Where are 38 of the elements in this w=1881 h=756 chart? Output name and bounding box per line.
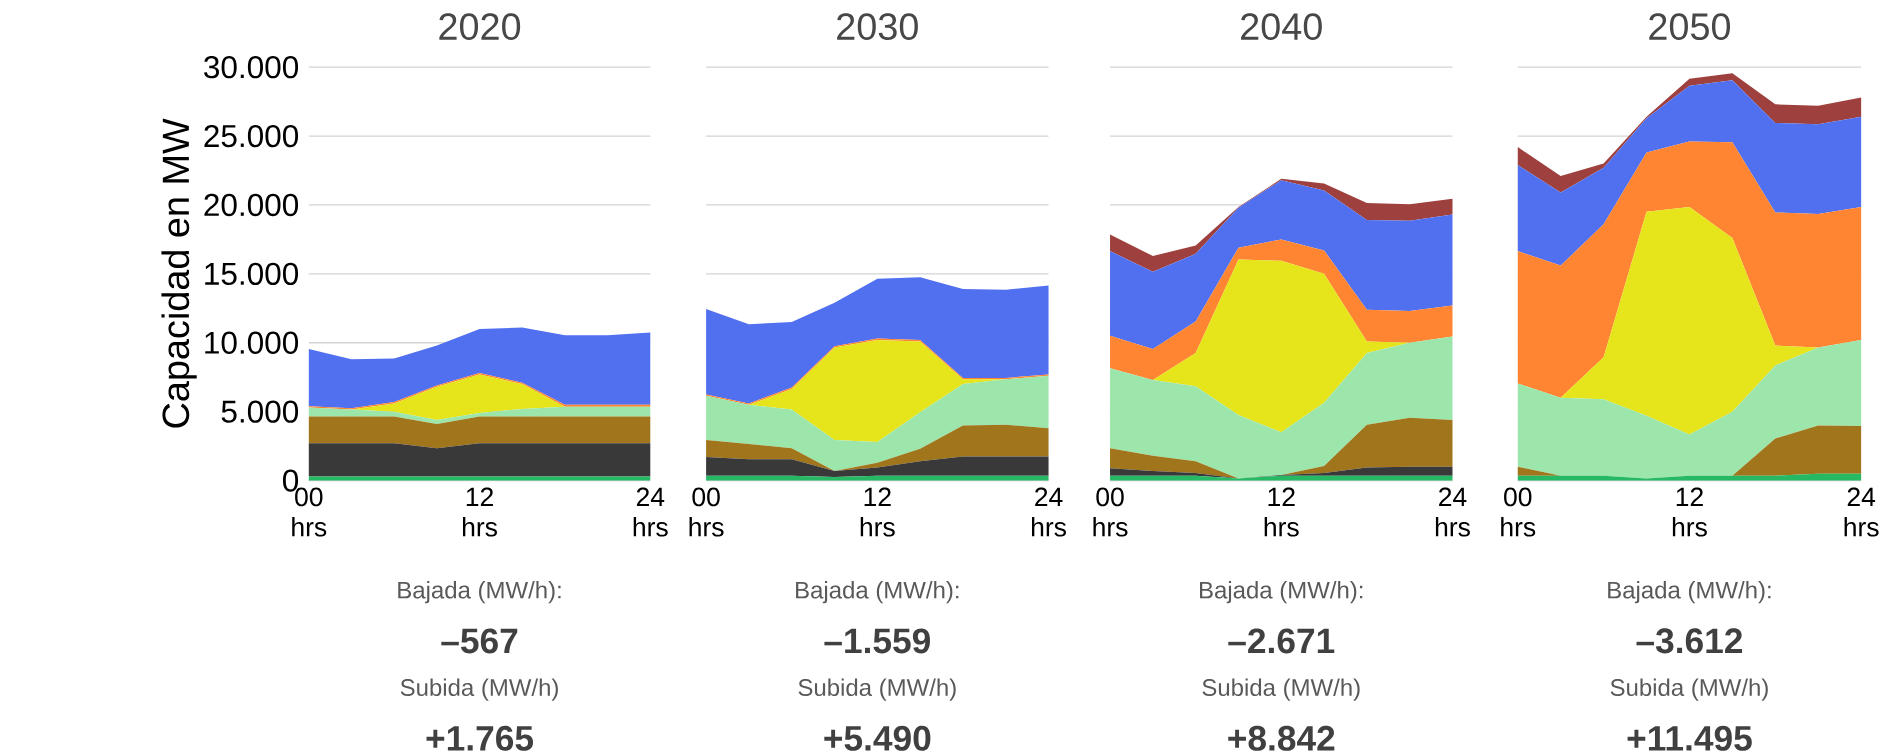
chart-title: 2040 [1241,13,1322,41]
y-tick-label: 5.000 [221,400,299,423]
text: Subida (MW/h) [1610,678,1768,701]
x-tick-label: 24 hrs [1031,487,1066,537]
text: +5.490 [824,725,931,751]
text: Subida (MW/h) [1202,678,1360,701]
x-tick-label: 00 hrs [1501,487,1536,537]
x-tick-label: 24 hrs [1435,487,1470,537]
text: –2.671 [1228,628,1335,654]
x-tick-label: 12 hrs [860,487,895,537]
x-tick-label: 12 hrs [1264,487,1299,537]
x-tick-label: 12 hrs [462,487,497,537]
text: +1.765 [426,725,534,751]
x-tick-label: 00 hrs [1093,487,1128,537]
y-tick-label: 10.000 [205,331,299,354]
text: Subida (MW/h) [798,678,956,701]
text: Bajada (MW/h): [1199,581,1363,604]
y-tick-label: 30.000 [204,56,299,79]
x-tick-label: 00 hrs [689,487,724,537]
text: +8.842 [1228,725,1335,751]
chart-title: 2050 [1649,13,1731,41]
chart-title: 2030 [837,13,918,41]
text: –3.612 [1636,628,1743,654]
text: Bajada (MW/h): [398,581,561,604]
text: Bajada (MW/h): [796,581,959,604]
y-axis-title: Capacidad en MW [161,118,197,428]
x-tick-label: 24 hrs [1844,487,1879,537]
y-tick-label: 25.000 [204,124,299,148]
text: +11.495 [1627,725,1752,751]
x-tick-label: 24 hrs [633,487,668,537]
x-tick-label: 12 hrs [1672,487,1707,537]
text: –567 [441,628,518,654]
chart-title: 2020 [439,13,521,41]
text: Bajada (MW/h): [1608,581,1771,604]
text: –1.559 [824,628,930,654]
text: Subida (MW/h) [400,678,558,701]
y-tick-label: 20.000 [204,193,299,217]
y-tick-label: 15.000 [205,262,299,286]
